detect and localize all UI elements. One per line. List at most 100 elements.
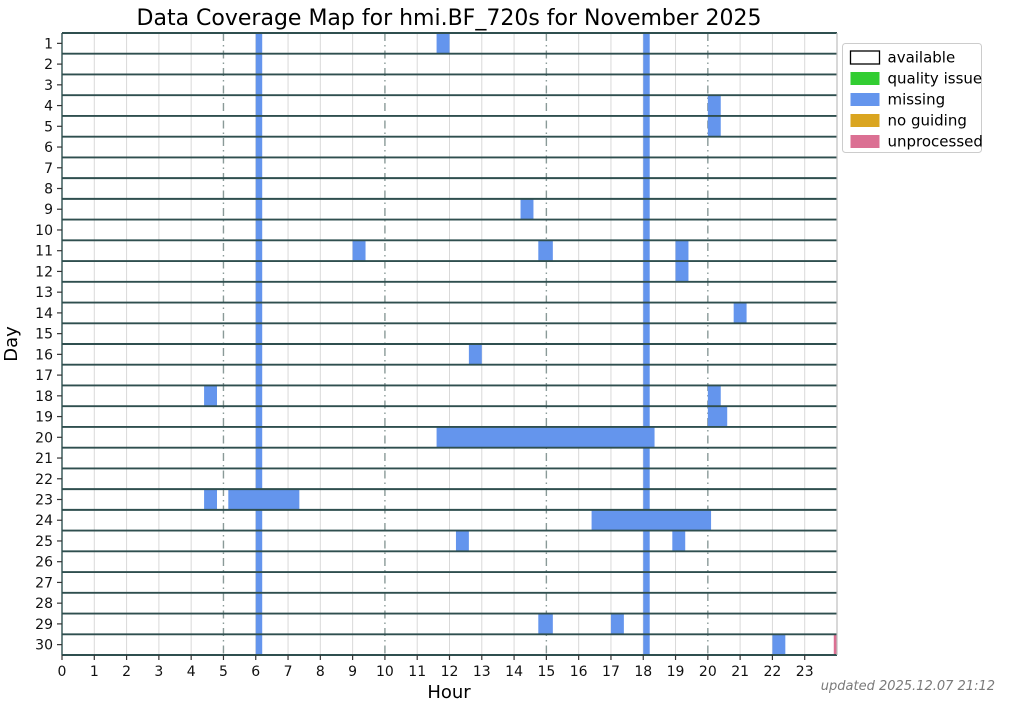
daily-missing-bar (255, 634, 263, 655)
y-axis-label: Day (1, 326, 22, 362)
daily-missing-bar (255, 530, 263, 552)
legend-label-missing: missing (888, 91, 946, 109)
x-tick-label: 19 (667, 664, 685, 680)
missing-bar (436, 426, 655, 448)
daily-missing-bar (643, 95, 650, 116)
x-tick-label: 13 (473, 664, 491, 680)
daily-missing-bar (255, 74, 263, 96)
daily-missing-bar (255, 406, 263, 427)
legend-swatch-available (849, 50, 881, 65)
daily-missing-bar (255, 33, 263, 54)
y-tick-label: 4 (44, 99, 53, 115)
daily-missing-bar (643, 364, 650, 386)
daily-missing-bar (255, 592, 263, 614)
x-tick-label: 15 (537, 664, 555, 680)
y-tick-label: 21 (35, 451, 53, 467)
daily-missing-bar (643, 447, 650, 469)
x-tick-label: 9 (348, 664, 357, 680)
daily-missing-bar (255, 323, 263, 344)
y-tick-label: 5 (44, 119, 53, 135)
y-tick-label: 14 (35, 306, 53, 322)
y-tick-label: 9 (44, 202, 53, 218)
daily-missing-bar (643, 572, 650, 593)
y-tick-label: 18 (35, 389, 53, 405)
legend-swatch-unprocessed (850, 135, 880, 148)
x-tick-label: 17 (602, 664, 620, 680)
daily-missing-bar (255, 551, 263, 573)
y-tick-label: 1 (44, 36, 53, 52)
missing-bar (707, 115, 721, 137)
daily-missing-bar (255, 219, 263, 241)
daily-missing-bar (643, 281, 650, 303)
y-tick-label: 19 (35, 410, 53, 426)
legend-label-unprocessed: unprocessed (888, 133, 983, 151)
daily-missing-bar (255, 115, 263, 137)
daily-missing-bar (255, 178, 263, 199)
missing-bar (538, 240, 553, 262)
x-tick-label: 8 (316, 664, 325, 680)
missing-bar (707, 406, 728, 427)
y-tick-label: 2 (44, 57, 53, 73)
x-tick-label: 7 (284, 664, 293, 680)
y-tick-label: 11 (35, 244, 53, 260)
daily-missing-bar (643, 261, 650, 282)
y-tick-label: 12 (35, 264, 53, 280)
daily-missing-bar (643, 344, 650, 365)
missing-bar (204, 489, 217, 510)
missing-bar (707, 95, 721, 116)
x-tick-label: 3 (154, 664, 163, 680)
y-tick-label: 25 (35, 534, 53, 550)
daily-missing-bar (643, 74, 650, 96)
y-tick-label: 23 (35, 493, 53, 509)
x-tick-label: 2 (122, 664, 131, 680)
daily-missing-bar (255, 572, 263, 593)
y-tick-label: 3 (44, 78, 53, 94)
tick-layer: 0 1 2 3 4 5 6 7 8 9 10 11 12 13 14 15 16 17 18 19 20 21 22 2312… (35, 36, 813, 680)
daily-missing-bar (255, 509, 263, 531)
unprocessed-bar (833, 634, 837, 655)
y-tick-label: 26 (35, 555, 53, 571)
x-tick-label: 16 (570, 664, 588, 680)
legend-label-available: available (888, 49, 956, 67)
daily-missing-bar (643, 198, 650, 220)
missing-bar (707, 385, 721, 407)
daily-missing-bar (643, 468, 650, 490)
missing-bar (520, 198, 534, 220)
daily-missing-bar (255, 468, 263, 490)
daily-missing-bar (255, 281, 263, 303)
x-tick-label: 11 (408, 664, 426, 680)
legend-label-quality-issue: quality issue (888, 70, 983, 88)
daily-missing-bar (643, 489, 650, 510)
daily-missing-bar (255, 344, 263, 365)
x-tick-label: 14 (505, 664, 523, 680)
y-tick-label: 24 (35, 513, 53, 529)
daily-missing-bar (643, 406, 650, 427)
missing-bar (675, 240, 689, 262)
missing-bar (436, 33, 450, 54)
daily-missing-bar (643, 240, 650, 262)
missing-bar (204, 385, 217, 407)
daily-missing-bar (643, 302, 650, 324)
daily-missing-bar (255, 261, 263, 282)
missing-bar (733, 302, 747, 324)
spine-layer (61, 33, 838, 655)
daily-missing-bar (643, 592, 650, 614)
chart-title: Data Coverage Map for hmi.BF_720s for No… (137, 6, 762, 31)
y-tick-label: 10 (35, 223, 53, 239)
x-tick-label: 12 (441, 664, 459, 680)
x-tick-label: 0 (58, 664, 67, 680)
daily-missing-bar (643, 219, 650, 241)
x-tick-label: 18 (634, 664, 652, 680)
daily-missing-bar (643, 115, 650, 137)
daily-missing-bar (255, 364, 263, 386)
daily-missing-bar (255, 302, 263, 324)
daily-missing-bar (643, 634, 650, 655)
missing-bar (352, 240, 366, 262)
legend-swatch-quality-issue (850, 72, 880, 85)
daily-missing-bar (643, 551, 650, 573)
daily-missing-bar (255, 198, 263, 220)
daily-missing-bar (255, 426, 263, 448)
missing-bar (468, 344, 482, 365)
